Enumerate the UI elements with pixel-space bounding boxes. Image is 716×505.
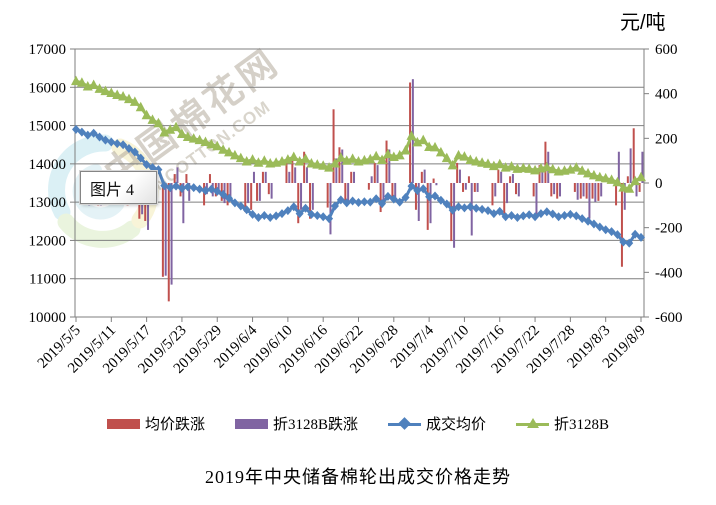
svg-text:200: 200 <box>655 131 678 147</box>
legend-label: 均价跌涨 <box>144 417 205 433</box>
picture-name-tooltip-text: 图片 4 <box>90 181 135 199</box>
purple-bar-swatch-icon <box>234 418 268 430</box>
svg-text:-600: -600 <box>655 310 683 326</box>
legend-item-avg-price-change: 均价跌涨 <box>106 413 205 434</box>
legend-label: 折3128B跌涨 <box>272 417 358 433</box>
svg-text:600: 600 <box>655 42 678 58</box>
svg-text:-200: -200 <box>655 221 683 237</box>
right-axis-unit-label: 元/吨 <box>620 12 666 34</box>
red-bar-swatch-icon <box>106 418 140 430</box>
grid-lines <box>75 48 644 318</box>
svg-text:17000: 17000 <box>29 42 67 58</box>
green-triangle-line-swatch-icon <box>516 417 550 430</box>
svg-text:11000: 11000 <box>29 272 66 288</box>
svg-text:10000: 10000 <box>29 310 67 326</box>
svg-text:16000: 16000 <box>29 80 67 96</box>
3128b-price-line <box>71 75 646 193</box>
svg-text:400: 400 <box>655 87 678 103</box>
3128b-change-bars <box>82 79 644 285</box>
legend-item-3128b-change: 折3128B跌涨 <box>234 413 358 434</box>
svg-text:14000: 14000 <box>29 157 67 173</box>
picture-name-tooltip: 图片 4 <box>80 171 157 204</box>
legend-label: 成交均价 <box>426 417 487 433</box>
svg-text:13000: 13000 <box>29 195 67 211</box>
chart-title: 2019年中央储备棉轮出成交价格走势 <box>205 467 511 487</box>
legend-item-avg-deal-price: 成交均价 <box>388 413 486 434</box>
avg-price-change-bars <box>79 82 641 302</box>
legend-label: 折3128B <box>554 417 610 433</box>
svg-text:15000: 15000 <box>29 119 67 135</box>
legend-item-3128b-price: 折3128B <box>516 413 609 434</box>
blue-diamond-line-swatch-icon <box>388 416 421 430</box>
svg-text:0: 0 <box>655 176 663 192</box>
legend: 均价跌涨 折3128B跌涨 成交均价 折3128B <box>0 413 716 434</box>
svg-text:-400: -400 <box>655 265 683 281</box>
axis-tick-labels: 17000 16000 15000 14000 13000 12000 11000 10000… <box>29 42 683 377</box>
svg-text:12000: 12000 <box>29 233 67 249</box>
